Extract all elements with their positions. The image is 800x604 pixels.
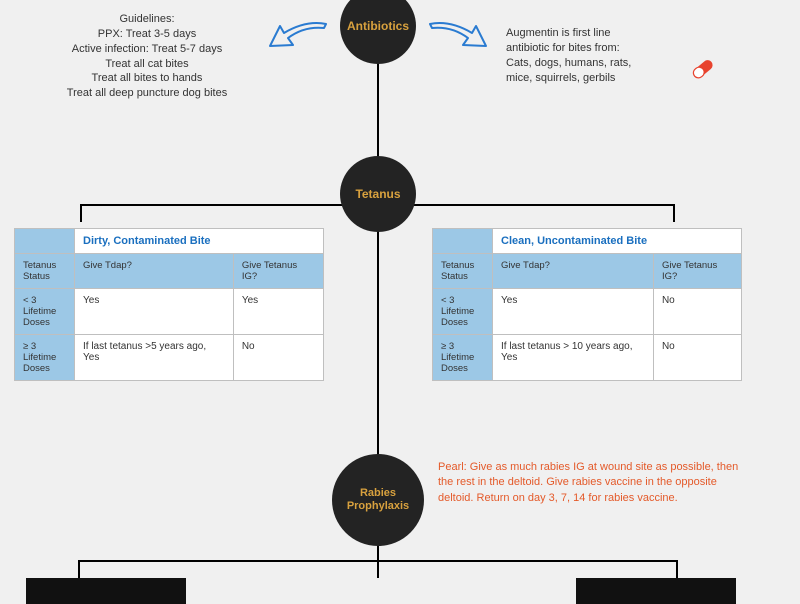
tetanus-branch-left-v: [80, 204, 82, 222]
dirty-h1: Give Tdap?: [75, 254, 234, 289]
node-antibiotics: Antibiotics: [340, 0, 416, 64]
dirty-r1-ig: No: [233, 335, 323, 381]
dirty-h0: Tetanus Status: [15, 254, 75, 289]
clean-title-blank: [433, 229, 493, 254]
clean-r0-status: < 3 Lifetime Doses: [433, 289, 493, 335]
tetanus-table-clean: Clean, Uncontaminated Bite Tetanus Statu…: [432, 228, 742, 381]
guidelines-heading: Guidelines:: [32, 12, 262, 27]
guidelines-line-4: Treat all deep puncture dog bites: [32, 86, 262, 101]
guidelines-line-2: Treat all cat bites: [32, 57, 262, 72]
rabies-branch-left-v: [78, 560, 80, 578]
clean-r1-status: ≥ 3 Lifetime Doses: [433, 335, 493, 381]
node-tetanus: Tetanus: [340, 156, 416, 232]
augmentin-line-3: Cats, dogs, humans, rats,: [506, 56, 696, 71]
augmentin-line-1: Augmentin is first line: [506, 26, 696, 41]
clean-h1: Give Tdap?: [493, 254, 654, 289]
arrow-right-icon: [426, 22, 490, 66]
dirty-title-blank: [15, 229, 75, 254]
dirty-r1-status: ≥ 3 Lifetime Doses: [15, 335, 75, 381]
clean-r1-ig: No: [653, 335, 741, 381]
tetanus-table-dirty: Dirty, Contaminated Bite Tetanus Status …: [14, 228, 324, 381]
dirty-r0-ig: Yes: [233, 289, 323, 335]
augmentin-line-4: mice, squirrels, gerbils: [506, 71, 696, 86]
clean-r0-ig: No: [653, 289, 741, 335]
guidelines-line-0: PPX: Treat 3-5 days: [32, 27, 262, 42]
dirty-r0-tdap: Yes: [75, 289, 234, 335]
rabies-pearl: Pearl: Give as much rabies IG at wound s…: [438, 460, 748, 506]
node-rabies-label: Rabies Prophylaxis: [332, 487, 424, 513]
bottom-box-left: [26, 578, 186, 604]
dirty-r0-status: < 3 Lifetime Doses: [15, 289, 75, 335]
clean-h2: Give Tetanus IG?: [653, 254, 741, 289]
augmentin-line-2: antibiotic for bites from:: [506, 41, 696, 56]
node-rabies: Rabies Prophylaxis: [332, 454, 424, 546]
dirty-title: Dirty, Contaminated Bite: [75, 229, 324, 254]
augmentin-block: Augmentin is first line antibiotic for b…: [506, 26, 696, 85]
guidelines-block: Guidelines: PPX: Treat 3-5 days Active i…: [32, 12, 262, 101]
guidelines-line-3: Treat all bites to hands: [32, 71, 262, 86]
clean-h0: Tetanus Status: [433, 254, 493, 289]
clean-r1-tdap: If last tetanus > 10 years ago, Yes: [493, 335, 654, 381]
rabies-branch-right-v: [676, 560, 678, 578]
node-antibiotics-label: Antibiotics: [341, 19, 415, 33]
dirty-h2: Give Tetanus IG?: [233, 254, 323, 289]
bottom-box-right: [576, 578, 736, 604]
node-tetanus-label: Tetanus: [349, 187, 406, 201]
guidelines-line-1: Active infection: Treat 5-7 days: [32, 42, 262, 57]
clean-r0-tdap: Yes: [493, 289, 654, 335]
clean-title: Clean, Uncontaminated Bite: [493, 229, 742, 254]
rabies-branch-mid-v: [377, 560, 379, 578]
arrow-left-icon: [266, 22, 330, 66]
dirty-r1-tdap: If last tetanus >5 years ago, Yes: [75, 335, 234, 381]
tetanus-branch-right-v: [673, 204, 675, 222]
